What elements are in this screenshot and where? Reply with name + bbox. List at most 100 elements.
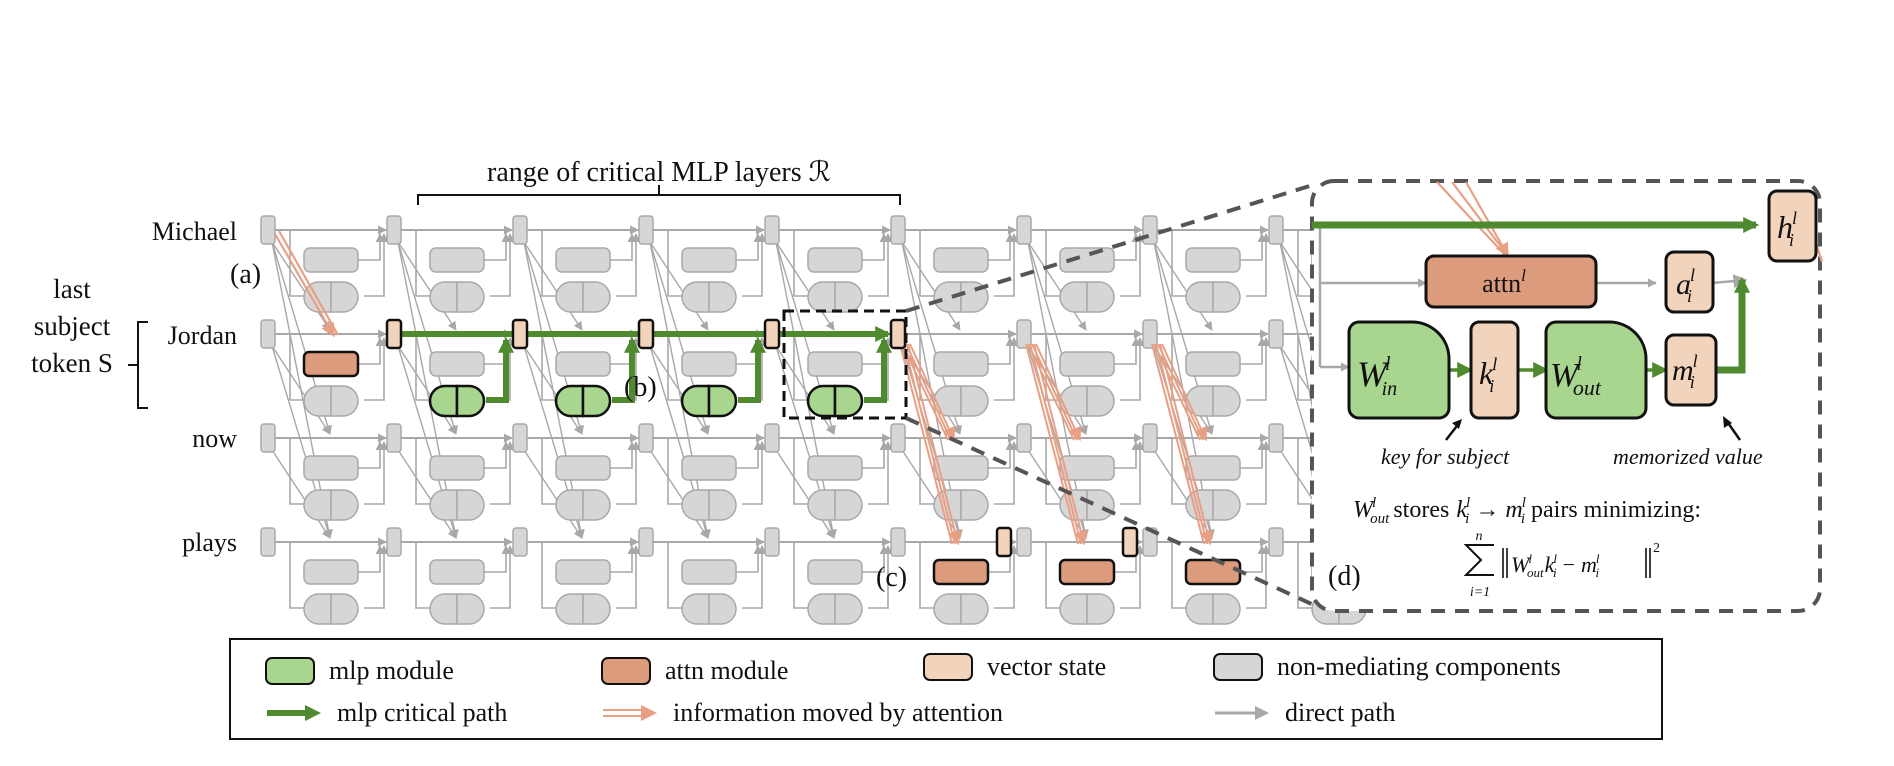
mlp-out-r2-c4 <box>868 441 893 505</box>
attn-hl-jordan <box>302 350 360 378</box>
cross-r0-c4-d1 <box>775 241 835 331</box>
mlp-gray-r1-c0-left <box>303 385 332 417</box>
mlp-out-r3-c0 <box>364 545 389 609</box>
zoom-m-text: ml i <box>1672 351 1698 392</box>
mlp-gray-r2-c3-left <box>681 489 710 521</box>
vec-gray-r1-c8 <box>1268 319 1284 349</box>
cross-r0-c3-d1 <box>649 241 709 331</box>
mlp-gray-r2-c3 <box>681 489 737 521</box>
attn-line-now-c6-2 <box>1035 343 1082 442</box>
mlp-hl-c3-left <box>680 384 711 418</box>
attn-hl-r3-c5 <box>932 558 990 586</box>
mlp-hl-c1-left <box>428 384 459 418</box>
mlp-hl-c1 <box>428 384 486 418</box>
attn-gray-r3-c4 <box>807 559 863 585</box>
attn-out-r2-c2 <box>610 441 637 469</box>
cross-r1-c2-d1 <box>523 345 583 435</box>
key-caption-arrowhead <box>1452 419 1462 429</box>
vec-gray-r1-c7 <box>1142 319 1158 349</box>
attn-line-now-c6-0 <box>1027 343 1075 441</box>
norm-square: 2 <box>1653 541 1660 556</box>
mlp-gray-r0-c5-left <box>933 281 962 313</box>
mlp-gray-r0-c4-left <box>807 281 836 313</box>
mlp-gray-r3-c5 <box>933 593 989 625</box>
attn-out-r1-c4 <box>862 337 889 365</box>
zoom-wout-box <box>1544 320 1648 420</box>
mlp-gray-r1-c0-right <box>330 385 359 417</box>
token-now: now <box>192 424 237 453</box>
legend-attn-swatch <box>601 657 651 685</box>
vec-hl-r1-c1 <box>385 318 403 350</box>
highlight-box <box>782 309 908 420</box>
branch-r2-c3 <box>667 438 682 505</box>
vec-gray-r0-c1 <box>386 215 402 245</box>
norm-expression: Wl outkl i − ml i <box>1511 551 1600 580</box>
mlp-gray-r0-c1-right <box>456 281 485 313</box>
branch-r1-c1 <box>415 334 430 401</box>
branch-r3-c4 <box>793 542 808 609</box>
attn-line-now-c5-2 <box>909 343 956 442</box>
mlp-gray-r2-c1 <box>429 489 485 521</box>
mlp-out-r0-c2 <box>616 233 641 297</box>
vec-gray-r0-c0 <box>260 215 276 245</box>
mlp-out-r0-c4 <box>868 233 893 297</box>
subject-label-line2: subject <box>34 311 111 341</box>
mlp-gray-r0-c2-right <box>582 281 611 313</box>
cross-r2-c0-d1 <box>271 449 331 539</box>
mlp-gray-r3-c0-right <box>330 593 359 625</box>
mlp-out-r3-c5 <box>994 545 1019 609</box>
branch-r3-c7 <box>1171 542 1186 609</box>
attn-out-r2-c5 <box>988 441 1015 469</box>
attn-gray-r2-c1 <box>429 455 485 481</box>
zoom-attn-box <box>1424 254 1598 309</box>
mlp-gray-r2-c3-right <box>708 489 737 521</box>
green-up-c1 <box>486 336 514 403</box>
label-b: (b) <box>624 372 657 403</box>
mlp-gray-r0-c1-left <box>429 281 458 313</box>
mlp-out-r1-c0 <box>364 337 389 401</box>
mlp-out-r1-c5 <box>994 337 1019 401</box>
mlp-hl-c4 <box>806 384 864 418</box>
zoom-k-box <box>1469 320 1520 420</box>
branch-r2-c4 <box>793 438 808 505</box>
mlp-gray-r3-c6-left <box>1059 593 1088 625</box>
zoom-attn-text: attnl <box>1482 266 1526 298</box>
cross-r2-c4-d1 <box>775 449 835 539</box>
legend-mlp-swatch <box>265 657 315 685</box>
cross-r2-c2-d1 <box>523 449 583 539</box>
zoom-h-text: hl i <box>1777 208 1797 250</box>
zoom-win-box <box>1347 320 1451 420</box>
legend-gray-arrow-icon <box>1215 706 1269 720</box>
zoom-wout-text: Wl out <box>1550 353 1602 400</box>
zoom-panel: attnl al i hl i Wl in kl i Wl out ml i key for… <box>1310 179 1824 613</box>
attn-gray-r1-c7 <box>1185 351 1241 377</box>
mlp-gray-r0-c1 <box>429 281 485 313</box>
highlighted-components <box>302 318 1242 586</box>
cross-r1-c1-d1 <box>397 345 457 435</box>
vec-hl-r1-c3 <box>637 318 655 350</box>
branch-r3-c2 <box>541 542 556 609</box>
mlp-gray-r3-c2-right <box>582 593 611 625</box>
attn-out-r3-c3 <box>736 545 763 573</box>
legend-attn: attn module <box>601 656 788 686</box>
legend-attn-label: attn module <box>665 656 789 685</box>
mlp-gray-r3-c7-right <box>1212 593 1241 625</box>
legend-direct-path: direct path <box>1213 698 1395 728</box>
mlp-hl-c1-right <box>455 384 486 418</box>
attn-gray-r3-c0 <box>303 559 359 585</box>
mlp-out-r0-c7 <box>1246 233 1271 297</box>
subject-label-line1: last <box>53 274 91 304</box>
mlp-gray-r3-c3-right <box>708 593 737 625</box>
key-caption: key for subject <box>1381 444 1510 469</box>
mlp-out-r1-c7 <box>1246 337 1271 401</box>
branch-r3-c8 <box>1297 542 1312 609</box>
mlp-out-r1-c6 <box>1120 337 1145 401</box>
sum-sign <box>1463 544 1494 576</box>
mlp-gray-r2-c5-right <box>960 489 989 521</box>
attn-out-r1-c0 <box>358 337 385 365</box>
cross-r0-c1-d1 <box>397 241 457 331</box>
mlp-hl-c3-right <box>707 384 738 418</box>
label-d: (d) <box>1328 561 1361 592</box>
mlp-gray-r3-c5-right <box>960 593 989 625</box>
legend-gray: non-mediating components <box>1213 652 1561 682</box>
